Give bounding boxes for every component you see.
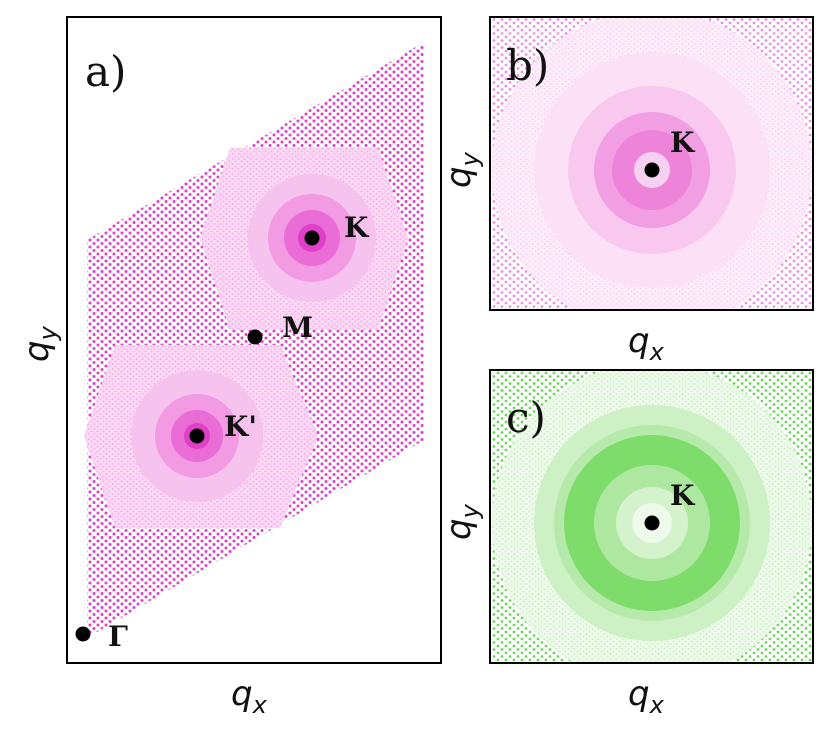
panel-b-k-marker bbox=[644, 162, 660, 178]
panel-c-k-marker bbox=[644, 515, 660, 531]
gamma-point-label: Γ bbox=[108, 620, 128, 653]
panel-a-ylabel: qy bbox=[17, 325, 62, 362]
m-point-label: M bbox=[282, 311, 313, 344]
gamma-point-marker bbox=[75, 626, 91, 642]
panel-a: a) K M K' Γ qx qy bbox=[17, 16, 442, 719]
panel-c-k-label: K bbox=[670, 479, 696, 512]
panel-a-frame bbox=[66, 16, 442, 664]
panel-c: c) K qx qy bbox=[439, 369, 814, 719]
panel-c-label: c) bbox=[506, 393, 546, 442]
panel-b-ylabel: qy bbox=[439, 151, 484, 188]
panel-b-xlabel: qx bbox=[628, 321, 665, 366]
k-point-label: K bbox=[344, 211, 370, 244]
panel-a-xlabel: qx bbox=[231, 674, 268, 719]
kprime-point-marker bbox=[189, 428, 205, 444]
panel-c-frame bbox=[489, 369, 814, 664]
panel-b-frame bbox=[489, 16, 814, 311]
panel-b: b) K qx qy bbox=[439, 16, 814, 366]
k-point-marker bbox=[304, 230, 320, 246]
panel-b-label: b) bbox=[506, 41, 549, 90]
panel-c-ylabel: qy bbox=[439, 503, 484, 540]
panel-c-xlabel: qx bbox=[628, 674, 665, 719]
m-point-marker bbox=[247, 329, 263, 345]
panel-a-label: a) bbox=[85, 47, 126, 96]
kprime-point-label: K' bbox=[224, 410, 257, 443]
panel-b-k-label: K bbox=[670, 126, 696, 159]
